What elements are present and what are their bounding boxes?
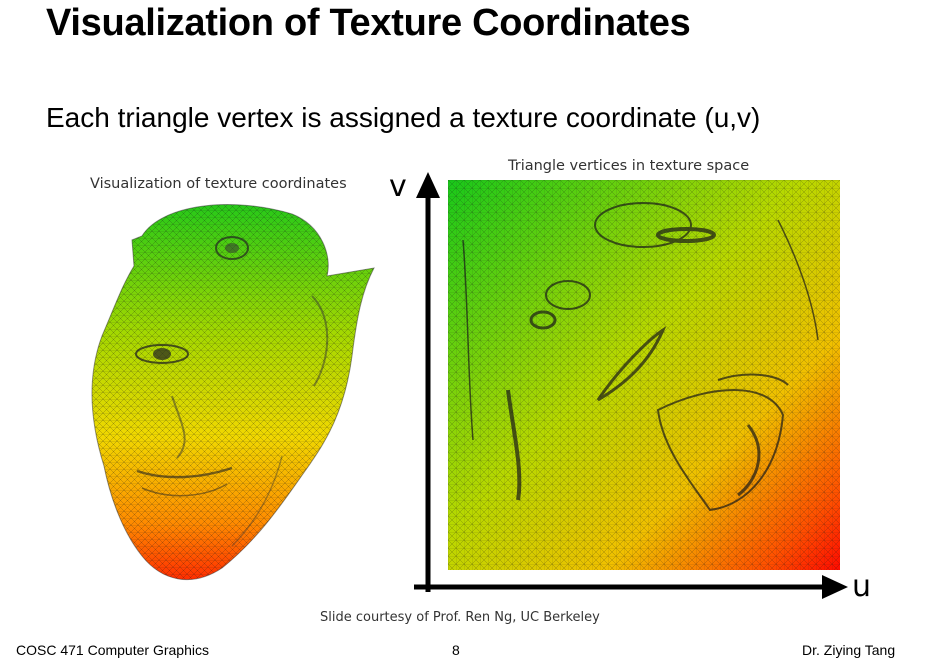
footer-author: Dr. Ziying Tang [802,642,896,658]
slide-title: Visualization of Texture Coordinates [46,2,691,44]
v-axis-arrowhead [416,172,440,198]
right-figure-caption: Triangle vertices in texture space [508,158,750,174]
left-figure-caption: Visualization of texture coordinates [90,176,347,192]
uv-axes [414,172,848,599]
v-axis-label: v [389,169,407,204]
credit-text: Slide courtesy of Prof. Ren Ng, UC Berke… [320,610,600,625]
face-mesh-image [91,204,375,581]
u-axis-arrowhead [822,575,848,599]
footer-course: COSC 471 Computer Graphics [16,642,209,658]
footer-page-number: 8 [452,642,460,658]
u-axis-label: u [852,569,872,604]
uv-mesh-image [448,180,840,570]
slide-subtitle: Each triangle vertex is assigned a textu… [46,102,761,133]
